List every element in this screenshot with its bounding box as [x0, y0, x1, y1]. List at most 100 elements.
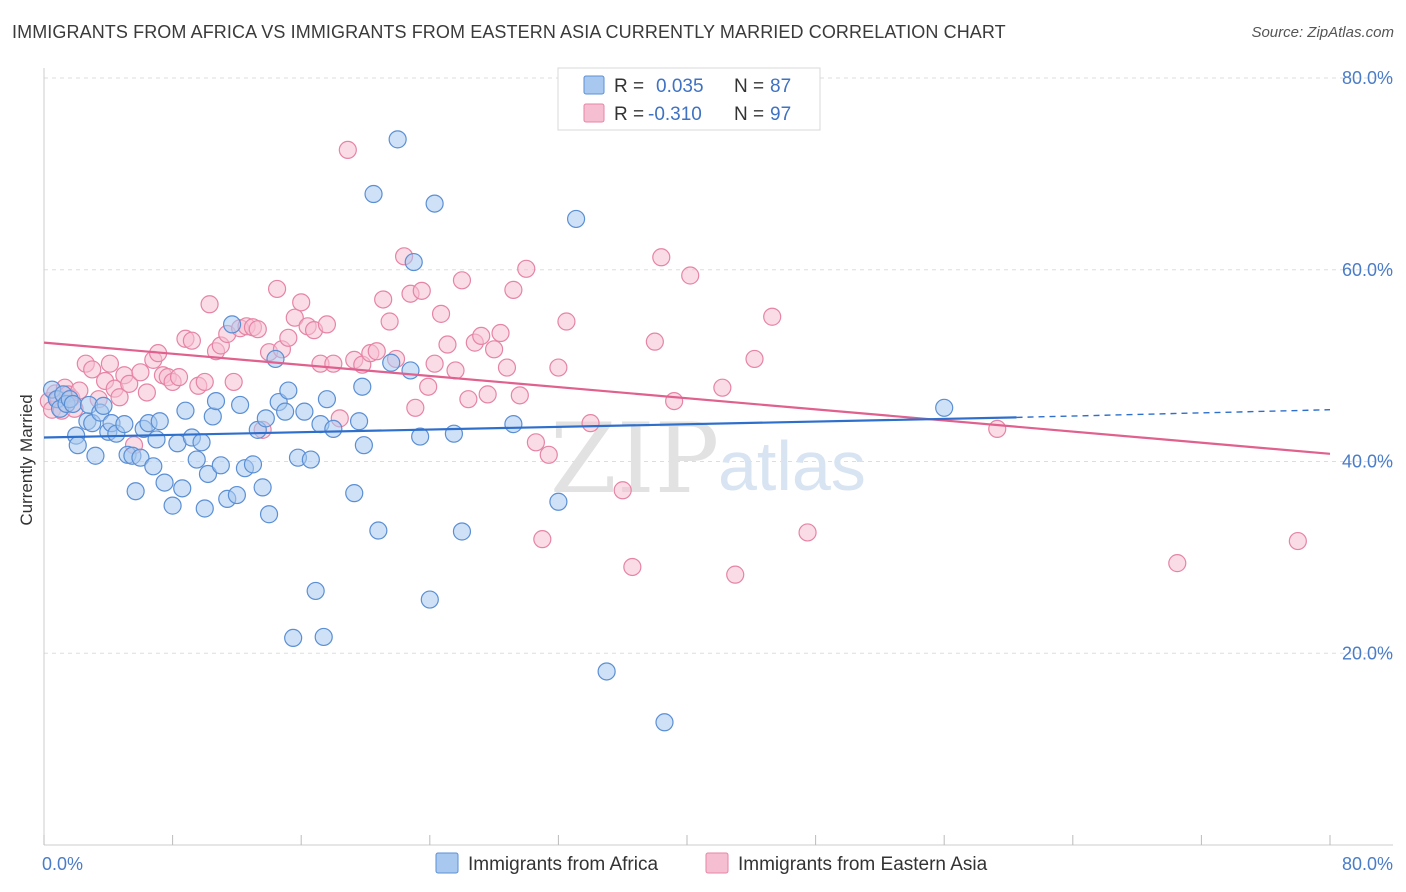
africa-point-74: [411, 427, 430, 446]
africa-point-54: [279, 381, 298, 400]
asia-point-98: [798, 523, 817, 542]
africa-point-62: [317, 390, 337, 409]
africa-point-40: [211, 456, 230, 475]
asia-point-65: [412, 281, 431, 300]
africa-point-22: [131, 448, 150, 467]
asia-point-64: [406, 398, 425, 417]
x-tick-label-max: 80.0%: [1342, 854, 1393, 874]
asia-trend-line: [43, 341, 1331, 455]
asia-point-77: [491, 323, 510, 343]
asia-point-88: [613, 481, 632, 500]
africa-point-61: [314, 627, 333, 647]
asia-point-99: [988, 419, 1007, 439]
grid-lines: [44, 77, 1393, 654]
asia-point-66: [419, 377, 438, 396]
africa-point-6: [63, 394, 83, 414]
asia-point-74: [472, 326, 491, 346]
watermark: ZIP atlas: [550, 403, 866, 515]
africa-point-26: [147, 430, 166, 449]
asia-point-70: [446, 361, 465, 380]
africa-point-65: [349, 412, 369, 431]
asia-point-101: [1288, 531, 1307, 551]
africa-point-73: [404, 252, 423, 272]
asia-point-69: [438, 335, 457, 354]
asia-point-11: [83, 360, 102, 379]
africa-point-51: [266, 349, 285, 369]
series-legend: Immigrants from Africa Immigrants from E…: [435, 852, 988, 875]
asia-point-82: [526, 433, 545, 452]
africa-point-34: [187, 450, 206, 469]
asia-point-32: [200, 295, 219, 314]
africa-point-36: [195, 499, 214, 518]
bottom-legend-africa: Immigrants from Africa: [468, 854, 658, 875]
africa-point-46: [243, 455, 263, 474]
africa-point-58: [301, 450, 320, 469]
asia-point-18: [120, 374, 139, 393]
legend-africa-n-value: 87: [770, 76, 791, 97]
africa-point-77: [444, 424, 464, 443]
africa-point-72: [401, 361, 420, 380]
africa-point-28: [155, 473, 174, 492]
asia-point-68: [431, 304, 451, 323]
africa-point-59: [306, 581, 325, 601]
asia-point-78: [497, 358, 517, 377]
africa-point-25: [144, 457, 163, 476]
asia-point-81: [517, 259, 536, 278]
x-tick-label-min: 0.0%: [42, 854, 83, 874]
africa-point-82: [597, 662, 616, 681]
africa-point-78: [452, 522, 472, 541]
africa-point-21: [126, 482, 145, 501]
asia-point-36: [224, 372, 243, 392]
y-tick-label-20: 20.0%: [1342, 643, 1393, 663]
asia-point-92: [665, 391, 684, 411]
asia-point-16: [110, 388, 129, 407]
asia-point-20: [131, 363, 150, 382]
asia-point-96: [745, 349, 764, 369]
africa-point-81: [566, 209, 586, 229]
legend-asia-r-label: R =: [614, 104, 644, 125]
africa-point-66: [354, 436, 373, 455]
legend-asia-n-value: 97: [770, 104, 791, 125]
asia-point-90: [645, 332, 664, 351]
africa-point-70: [382, 353, 401, 372]
africa-point-39: [206, 391, 226, 411]
asia-points: [39, 140, 1307, 584]
correlation-legend: R = 0.035 N = 87 R = -0.310 N = 97: [557, 67, 821, 131]
africa-point-84: [935, 398, 954, 417]
asia-point-43: [267, 279, 287, 299]
y-tick-label-80: 80.0%: [1342, 68, 1393, 88]
africa-point-68: [364, 184, 383, 204]
asia-point-59: [374, 290, 393, 309]
asia-point-14: [100, 354, 120, 373]
asia-point-94: [713, 378, 732, 397]
y-axis-label: Currently Married: [17, 394, 36, 525]
africa-point-83: [655, 713, 674, 732]
asia-point-67: [425, 354, 444, 373]
africa-point-44: [231, 395, 250, 415]
asia-point-97: [763, 307, 782, 326]
asia-point-54: [338, 140, 357, 160]
asia-point-93: [681, 266, 700, 285]
asia-point-31: [195, 372, 214, 392]
africa-point-14: [94, 396, 113, 415]
trend-lines: [43, 341, 1331, 455]
asia-point-52: [324, 354, 343, 373]
asia-point-51: [317, 315, 337, 334]
africa-point-75: [420, 590, 439, 609]
legend-swatch-africa: [583, 75, 605, 95]
y-tick-labels: 20.0% 40.0% 60.0% 80.0%: [1342, 68, 1393, 663]
legend-asia-n-label: N =: [734, 104, 764, 125]
asia-point-60: [380, 312, 399, 331]
africa-point-76: [425, 194, 444, 213]
asia-point-45: [279, 328, 298, 347]
asia-point-27: [169, 368, 189, 387]
asia-point-79: [504, 280, 523, 299]
asia-point-91: [652, 248, 671, 267]
africa-point-32: [176, 401, 195, 420]
africa-point-48: [253, 478, 272, 497]
asia-point-46: [285, 308, 304, 327]
legend-africa-r-value: 0.035: [656, 76, 704, 97]
africa-trend-extension: [1016, 409, 1331, 419]
asia-point-40: [248, 320, 267, 339]
